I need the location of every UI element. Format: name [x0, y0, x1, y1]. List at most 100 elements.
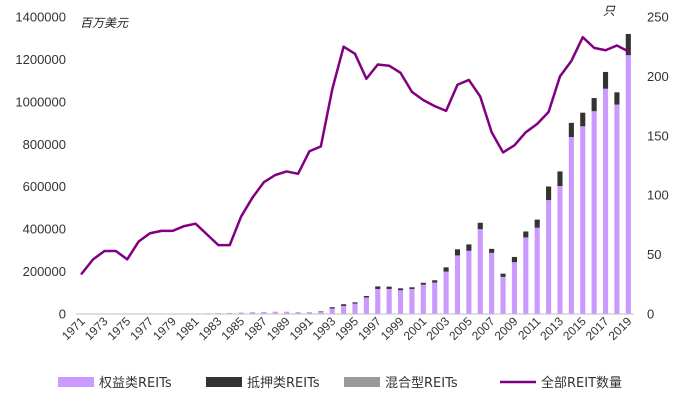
x-tick-label: 1985 — [218, 314, 247, 343]
x-tick-label: 2013 — [537, 314, 566, 343]
bar-mortgage-2005 — [466, 244, 472, 251]
x-tick-label: 1997 — [355, 314, 384, 343]
x-tick-label: 1981 — [173, 314, 202, 343]
left-tick-label: 1200000 — [15, 52, 66, 67]
legend-swatch — [206, 377, 242, 387]
bar-mortgage-2012 — [546, 186, 552, 201]
left-tick-label: 200000 — [23, 264, 66, 279]
bar-equity-2013 — [557, 186, 563, 314]
x-tick-label: 2005 — [446, 314, 475, 343]
bar-mortgage-2007 — [489, 248, 495, 253]
bar-mortgage-2000 — [409, 287, 415, 289]
bar-mortgage-1997 — [375, 286, 381, 289]
bar-equity-1986 — [249, 312, 256, 314]
right-tick-label: 100 — [647, 188, 669, 203]
right-tick-label: 250 — [647, 10, 669, 25]
bar-equity-2018 — [614, 104, 620, 315]
right-tick-label: 0 — [647, 307, 654, 322]
bar-equity-2007 — [489, 252, 495, 314]
bar-equity-2002 — [432, 282, 438, 314]
bar-equity-1988 — [272, 311, 278, 314]
line-reit-count — [80, 35, 630, 275]
x-tick-label: 2001 — [401, 314, 430, 343]
x-tick-label: 1977 — [127, 314, 156, 343]
bar-equity-2019 — [625, 55, 631, 314]
bar-mortgage-1999 — [397, 288, 404, 291]
x-tick-label: 2009 — [492, 314, 521, 343]
bar-equity-1999 — [397, 290, 404, 314]
bar-mortgage-1996 — [363, 295, 369, 298]
legend-label: 混合型REITs — [385, 376, 458, 391]
bar-mortgage-2009 — [511, 256, 517, 263]
bar-mortgage-1994 — [341, 304, 347, 306]
bar-equity-1990 — [295, 312, 301, 314]
bar-equity-1994 — [341, 305, 347, 314]
line-series-group — [80, 35, 630, 275]
legend-swatch — [344, 377, 380, 387]
bar-mortgage-2011 — [534, 219, 540, 228]
bar-equity-2009 — [511, 262, 517, 314]
left-tick-label: 400000 — [23, 222, 66, 237]
right-tick-label: 200 — [647, 69, 669, 84]
bar-equity-2006 — [477, 229, 483, 314]
bar-equity-1992 — [318, 311, 324, 314]
bar-mortgage-2002 — [432, 280, 438, 283]
bar-equity-1993 — [329, 308, 335, 314]
bar-equity-1984 — [227, 312, 233, 314]
x-tick-label: 1989 — [264, 314, 293, 343]
bar-equity-1997 — [375, 288, 381, 314]
left-tick-label: 1400000 — [15, 10, 66, 25]
right-axis-ticks: 0 50 100 150 200 250 — [647, 10, 669, 322]
right-tick-label: 50 — [647, 247, 661, 262]
x-tick-label: 2019 — [606, 314, 635, 343]
bar-equity-2017 — [602, 88, 609, 314]
left-tick-label: 0 — [59, 307, 66, 322]
x-tick-label: 1991 — [287, 314, 316, 343]
x-tick-label: 1975 — [105, 314, 134, 343]
bar-equity-1991 — [306, 312, 313, 314]
left-axis-unit-label: 百万美元 — [80, 16, 129, 30]
right-axis-unit-label: 只 — [603, 4, 616, 18]
bar-equity-1996 — [363, 297, 369, 314]
bar-equity-2011 — [534, 227, 540, 314]
bar-mortgage-2015 — [580, 112, 586, 127]
bar-equity-2001 — [420, 284, 426, 314]
left-axis-ticks: 0 200000 400000 600000 800000 1000000 1200000 1… — [15, 10, 66, 322]
bar-equity-2016 — [591, 111, 597, 314]
x-axis-ticks: 1971197319751977197919811983198519871989… — [59, 314, 635, 343]
bar-mortgage-2008 — [500, 273, 506, 277]
bar-equity-1995 — [352, 303, 358, 314]
bar-equity-1989 — [284, 311, 290, 314]
bar-mortgage-2016 — [591, 98, 597, 112]
bar-equity-2012 — [546, 200, 552, 314]
right-tick-label: 150 — [647, 128, 669, 143]
bar-equity-2004 — [454, 255, 461, 314]
bar-equity-1987 — [261, 311, 267, 314]
bar-equity-2000 — [409, 288, 415, 314]
x-tick-label: 1993 — [310, 314, 339, 343]
bar-mortgage-2018 — [614, 92, 620, 105]
x-tick-label: 2011 — [515, 314, 543, 342]
bar-equity-2010 — [523, 237, 529, 314]
bar-equity-2014 — [568, 137, 574, 314]
bar-equity-2003 — [443, 271, 449, 314]
x-tick-label: 1999 — [378, 314, 407, 343]
bar-mortgage-1998 — [386, 286, 392, 289]
bar-equity-2008 — [500, 276, 506, 315]
bar-mortgage-2003 — [443, 267, 449, 272]
x-tick-label: 1973 — [82, 314, 111, 343]
x-tick-label: 1987 — [241, 314, 270, 343]
x-tick-label: 2017 — [583, 314, 612, 343]
bar-mortgage-2017 — [602, 71, 609, 89]
legend-label: 权益类REITs — [99, 375, 172, 391]
x-tick-label: 2007 — [469, 314, 498, 343]
bar-equity-1985 — [238, 312, 244, 314]
bar-equity-2015 — [580, 126, 586, 314]
bar-mortgage-2006 — [477, 222, 483, 230]
bar-mortgage-2001 — [420, 282, 426, 285]
bar-equity-1998 — [386, 288, 392, 314]
bar-mortgage-2010 — [523, 231, 529, 238]
bar-mortgage-2014 — [568, 122, 574, 138]
bar-mortgage-1995 — [352, 302, 358, 304]
